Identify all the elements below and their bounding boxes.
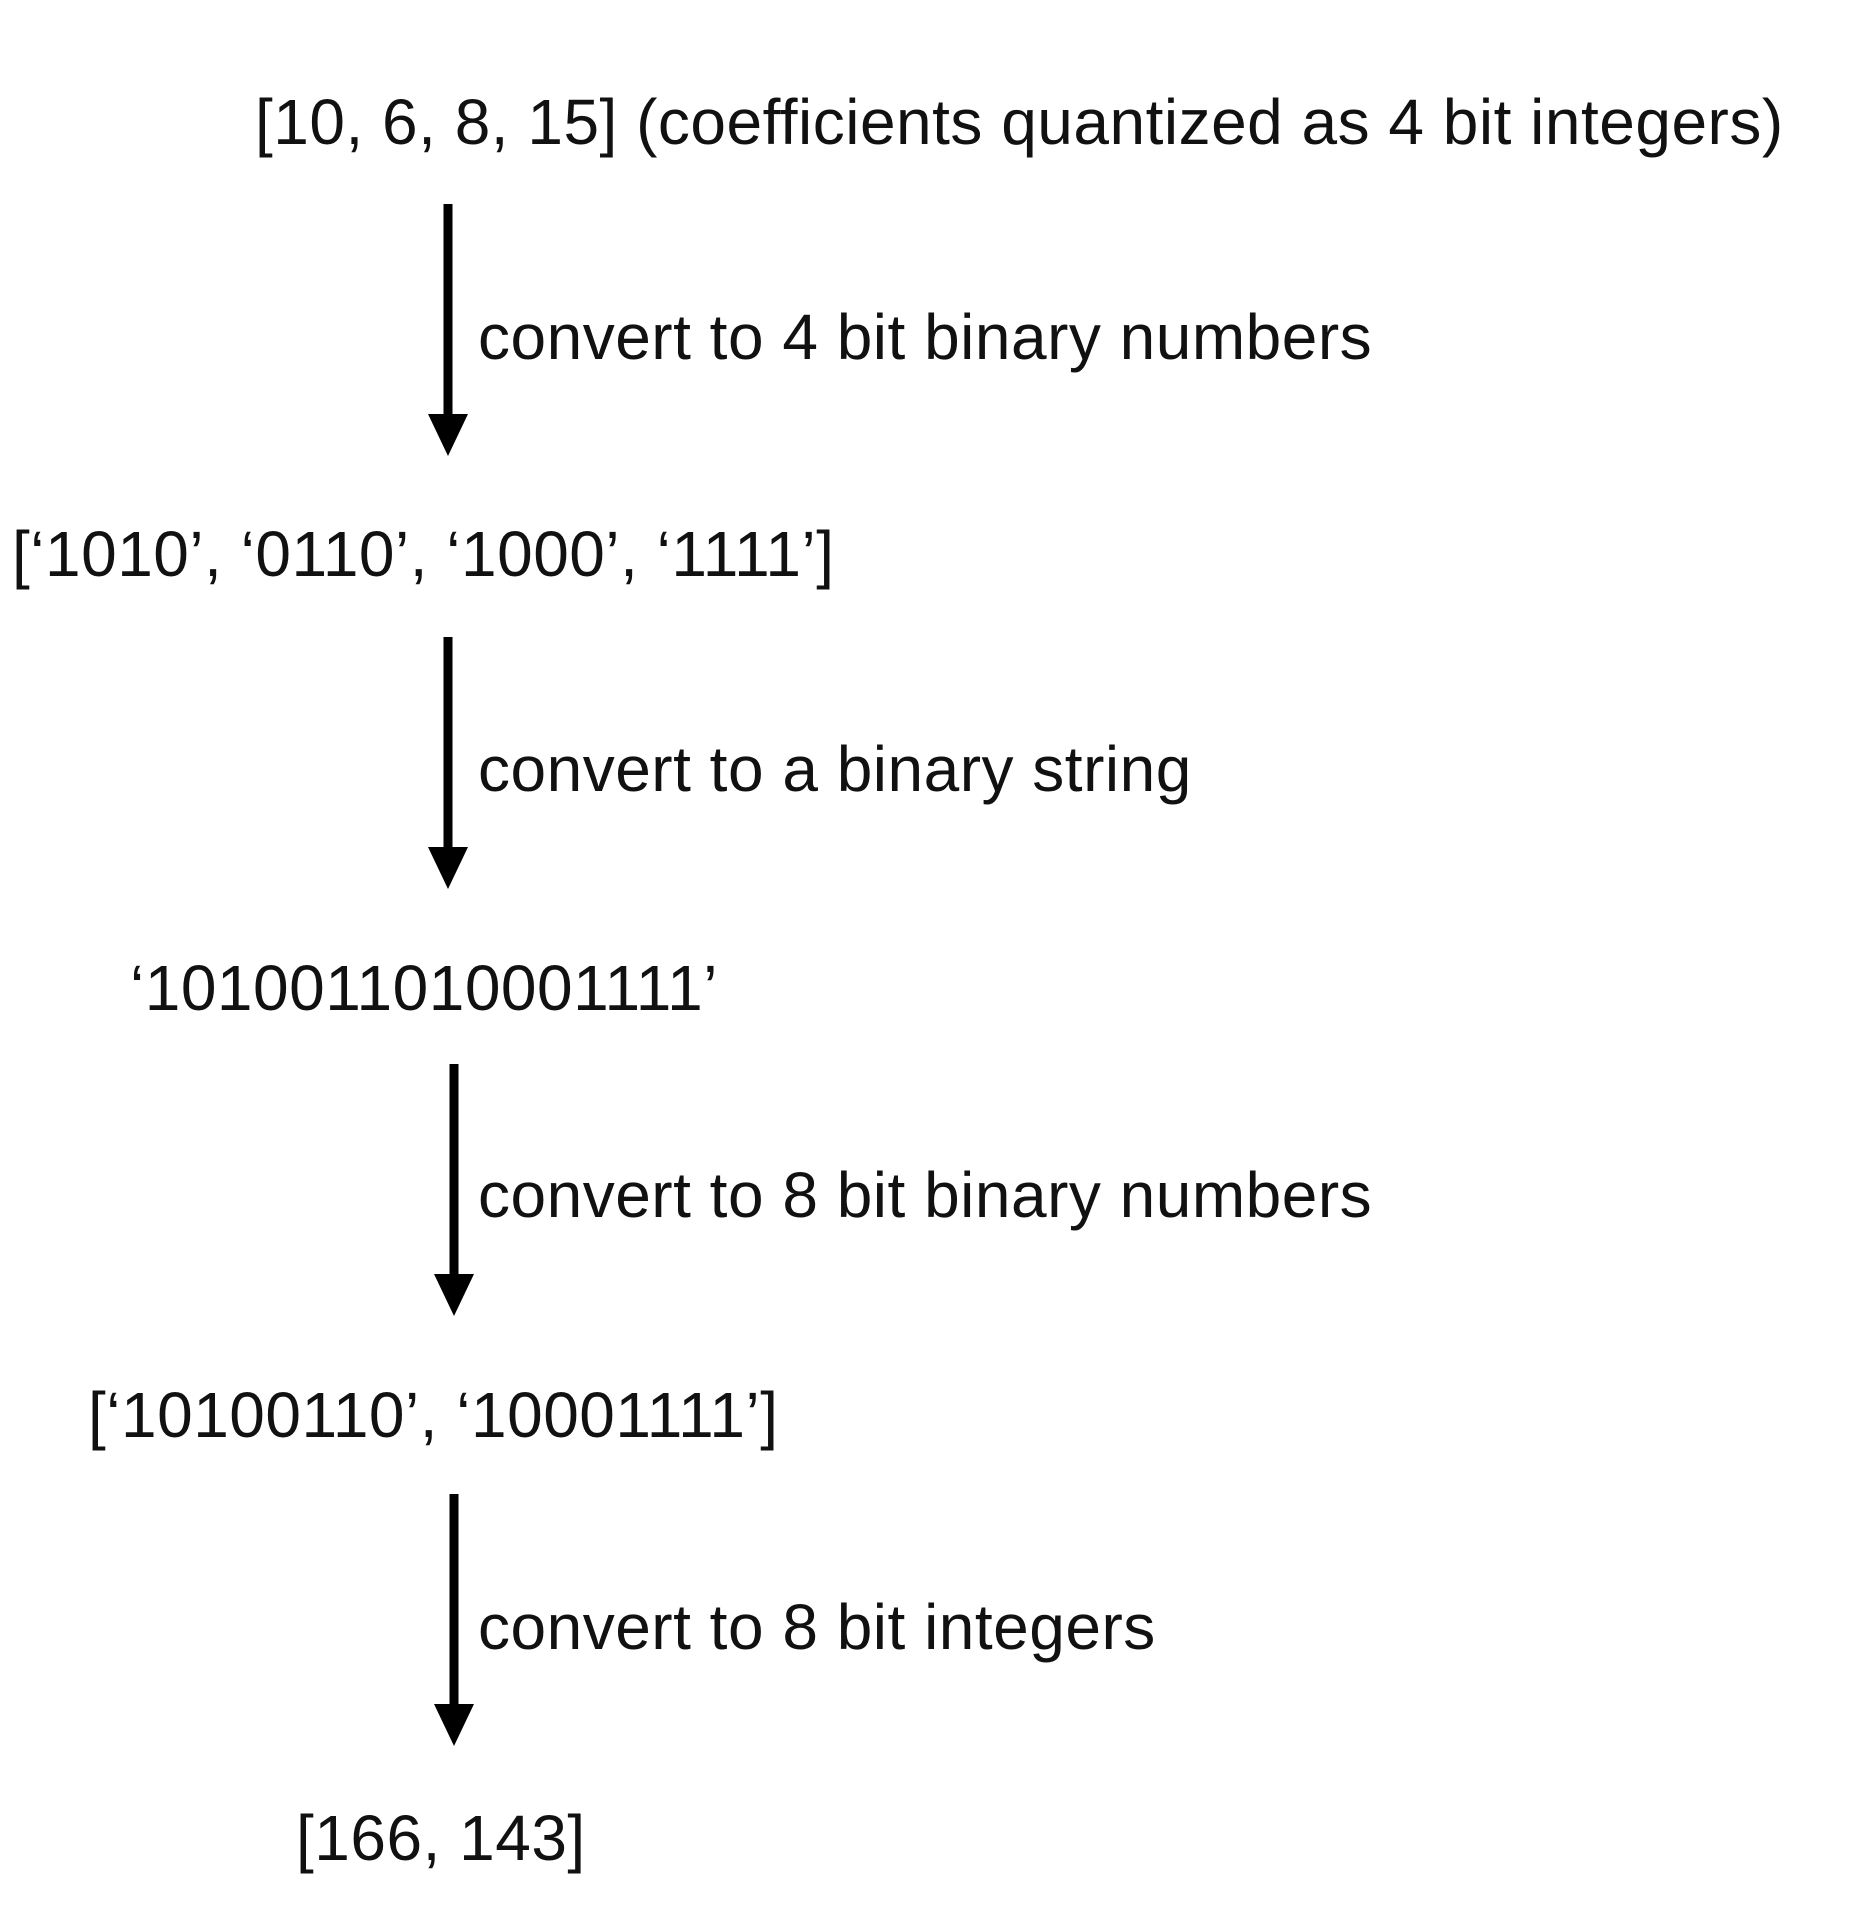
stage-4bit-binary-list: [‘1010’, ‘0110’, ‘1000’, ‘1111’] <box>12 518 835 590</box>
step-label-to-8bit-binary: convert to 8 bit binary numbers <box>478 1159 1373 1231</box>
step-label-to-binary-string: convert to a binary string <box>478 733 1192 805</box>
arrow-down-icon <box>424 1064 484 1318</box>
step-label-to-4bit-binary: convert to 4 bit binary numbers <box>478 301 1373 373</box>
stage-quantized-coefficients: [10, 6, 8, 15] (coefficients quantized a… <box>255 86 1784 158</box>
stage-binary-string: ‘1010011010001111’ <box>130 952 718 1024</box>
arrow-down-icon <box>418 637 478 891</box>
stage-8bit-integers: [166, 143] <box>296 1802 586 1874</box>
arrow-down-icon <box>418 204 478 458</box>
arrow-down-icon <box>424 1494 484 1748</box>
step-label-to-8bit-integers: convert to 8 bit integers <box>478 1591 1156 1663</box>
stage-8bit-binary-list: [‘10100110’, ‘10001111’] <box>88 1379 779 1451</box>
